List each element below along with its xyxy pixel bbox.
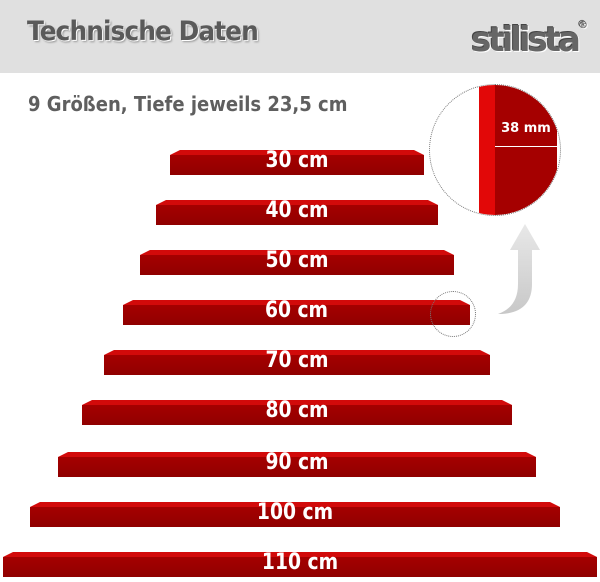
shelf-top [170,150,424,155]
shelf-front [58,457,536,477]
shelf-top [82,400,512,405]
subtitle: 9 Größen, Tiefe jeweils 23,5 cm [28,92,348,116]
shelf-front [156,205,438,225]
shelf-0: 30 cm [170,148,424,175]
shelf-2: 50 cm [140,248,454,275]
shelf-front [30,507,560,527]
shelf-size-label: 100 cm [256,500,334,525]
shelf-4: 70 cm [104,348,490,375]
detail-source-circle [430,291,476,337]
shelf-6: 90 cm [58,450,536,477]
shelf-size-label: 30 cm [265,148,329,173]
shelf-edge-highlight [479,85,495,215]
shelf-top [123,300,470,305]
shelf-top [140,250,454,255]
page-title: Technische Daten [27,16,259,47]
dimension-line [495,146,557,147]
shelf-size-label: 60 cm [264,298,329,323]
brand-logo: stilista® [471,20,588,60]
shelf-top [3,552,597,557]
shelf-front [104,355,490,375]
shelf-size-label: 70 cm [265,348,329,373]
shelf-3: 60 cm [123,298,470,325]
shelf-7: 100 cm [30,500,560,527]
shelf-size-label: 80 cm [265,398,329,423]
shelf-top [104,350,490,355]
shelf-edge-front [495,85,557,215]
shelf-front [140,255,454,275]
shelf-size-label: 40 cm [265,198,329,223]
shelf-top [30,502,560,507]
header-bar: Technische Daten stilista® [0,0,600,73]
shelf-front [82,405,512,425]
curved-arrow-up-icon [498,224,540,314]
shelf-8: 110 cm [3,550,597,577]
shelf-5: 80 cm [82,398,512,425]
shelf-front [3,557,597,577]
logo-text: stilista [471,20,581,60]
shelf-top [156,200,438,205]
shelf-1: 40 cm [156,198,438,225]
shelf-size-label: 50 cm [265,248,329,273]
thickness-label: 38 mm [501,121,551,136]
shelf-top [58,452,536,457]
shelf-front [170,155,424,175]
shelf-front [123,305,470,325]
registered-mark: ® [578,20,588,31]
shelf-size-label: 110 cm [261,550,339,575]
shelf-size-label: 90 cm [265,450,329,475]
thickness-detail-circle: 38 mm [429,84,561,216]
